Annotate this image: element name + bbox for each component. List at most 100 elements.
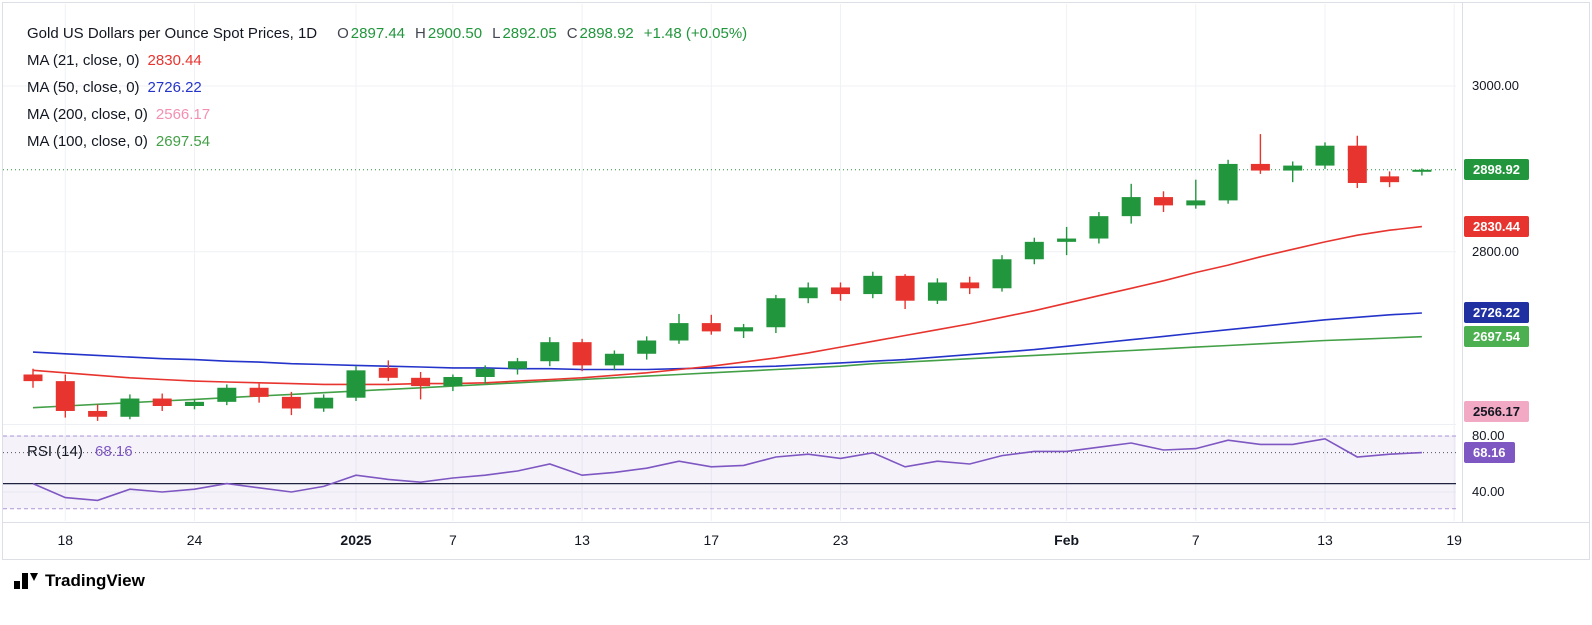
rsi-value: 68.16 [95,442,133,460]
close-value: 2898.92 [579,25,634,42]
ma100-label: MA (100, close, 0) [27,133,148,150]
legend: Gold US Dollars per Ounce Spot Prices, 1… [27,20,747,155]
ma50-label: MA (50, close, 0) [27,79,140,96]
candle-feb-5 [1121,197,1141,217]
candle-feb-4 [1089,216,1109,239]
candle-jan-16 [669,323,689,341]
ma21-label: MA (21, close, 0) [27,52,140,69]
ma21-legend-row[interactable]: MA (21, close, 0) 2830.44 [27,47,747,74]
candle-dec-27 [249,387,269,397]
open-label: O [337,25,349,42]
candle-jan-17 [701,323,721,332]
candle-feb-7 [1186,200,1206,206]
ma200-legend-row[interactable]: MA (200, close, 0) 2566.17 [27,101,747,128]
tradingview-logo-icon [14,572,38,589]
candle-jan-20 [734,327,754,332]
candle-jan-22 [798,287,818,299]
high-value: 2900.50 [427,25,483,42]
change-value: +1.48 (+0.05%) [643,25,748,42]
price-badge-2697.54: 2697.54 [1464,325,1529,347]
close-label: C [566,25,578,42]
candle-jan-27 [895,275,915,301]
rsi-axis-label-80.00: 80.00 [1472,428,1505,443]
rsi-axis-label-40.00: 40.00 [1472,484,1505,499]
time-tick-19: 19 [1446,532,1462,548]
candle-dec-23 [152,398,172,406]
time-tick-2025: 2025 [340,532,372,548]
candle-jan-31 [1024,241,1044,260]
candle-dec-24 [185,401,204,406]
tradingview-logo-text: TradingView [45,571,145,590]
time-tick-23: 23 [832,532,849,548]
time-axis[interactable]: 18 24 2025 7 13 17 23 Feb 7 13 19 [0,522,1592,560]
candle-dec-26 [217,387,237,402]
symbol-title: Gold US Dollars per Ounce Spot Prices, 1… [27,25,318,42]
candle-feb-18 [1412,169,1432,172]
candle-jan-3 [378,367,398,378]
price-badge-2566.17: 2566.17 [1464,401,1529,422]
candle-jan-24 [863,275,883,295]
time-tick-13: 13 [1317,532,1333,548]
candle-feb-6 [1154,197,1173,206]
candle-jan-30 [992,259,1012,289]
candle-feb-13 [1315,145,1335,166]
rsi-badge-68.16: 68.16 [1464,441,1515,463]
candle-feb-11 [1250,163,1270,171]
rsi-legend-row[interactable]: RSI (14) 68.16 [27,443,133,460]
candle-jan-21 [766,298,786,328]
ma200-label: MA (200, close, 0) [27,106,148,123]
candle-feb-10 [1218,163,1238,201]
candle-jan-9 [508,361,527,369]
candle-dec-18 [55,381,75,411]
time-tick-7: 7 [448,532,457,548]
open-value: 2897.44 [350,25,406,42]
high-label: H [415,25,426,42]
candle-dec-19 [88,410,108,417]
time-tick-7: 7 [1191,532,1200,548]
time-tick-13: 13 [574,532,590,548]
ma50-value: 2726.22 [147,79,202,96]
time-tick-24: 24 [186,532,203,548]
candle-jan-13 [572,342,592,366]
candle-jan-10 [540,342,560,362]
low-label: L [492,25,501,42]
ma100-legend-row[interactable]: MA (100, close, 0) 2697.54 [27,128,747,155]
candle-jan-14 [604,353,624,366]
time-tick-17: 17 [703,532,720,548]
candle-feb-14 [1347,145,1367,183]
candle-jan-28 [927,282,947,301]
price-badge-2830.44: 2830.44 [1464,215,1529,237]
tradingview-logo[interactable]: TradingView [14,571,145,591]
price-axis[interactable]: 3000.00 2800.00 80.00 40.00 2898.92 2830.44 27… [1463,0,1592,560]
candle-jan-6 [411,377,431,387]
price-badge-2898.92: 2898.92 [1464,158,1529,180]
price-badge-2726.22: 2726.22 [1464,301,1529,323]
candle-dec-20 [120,398,140,417]
time-tick-18: 18 [57,532,74,548]
candle-dec-17 [23,374,43,382]
ma50-legend-row[interactable]: MA (50, close, 0) 2726.22 [27,74,747,101]
candle-feb-3 [1057,238,1077,242]
ohlc-values: O 2897.44 H 2900.50 L 2892.05 C 2898.92 +1.4… [329,20,747,47]
candle-jan-8 [475,368,495,377]
symbol-legend-row[interactable]: Gold US Dollars per Ounce Spot Prices, 1… [27,20,747,47]
rsi-label: RSI (14) [27,442,83,460]
price-axis-label-2800.00: 2800.00 [1472,243,1519,259]
ma200-value: 2566.17 [155,106,211,123]
candle-jan-2 [346,370,366,398]
candle-jan-29 [960,282,980,289]
time-tick-Feb: Feb [1054,532,1080,548]
candle-dec-31 [314,397,334,409]
candle-jan-7 [443,376,463,387]
ma21-value: 2830.44 [147,52,202,69]
candle-feb-12 [1283,165,1303,171]
candle-jan-23 [831,287,850,295]
candle-dec-30 [281,396,301,409]
price-axis-label-3000.00: 3000.00 [1472,78,1519,93]
candle-feb-17 [1380,176,1400,183]
low-value: 2892.05 [502,25,557,42]
candle-jan-15 [637,340,657,354]
ma100-value: 2697.54 [155,133,211,150]
